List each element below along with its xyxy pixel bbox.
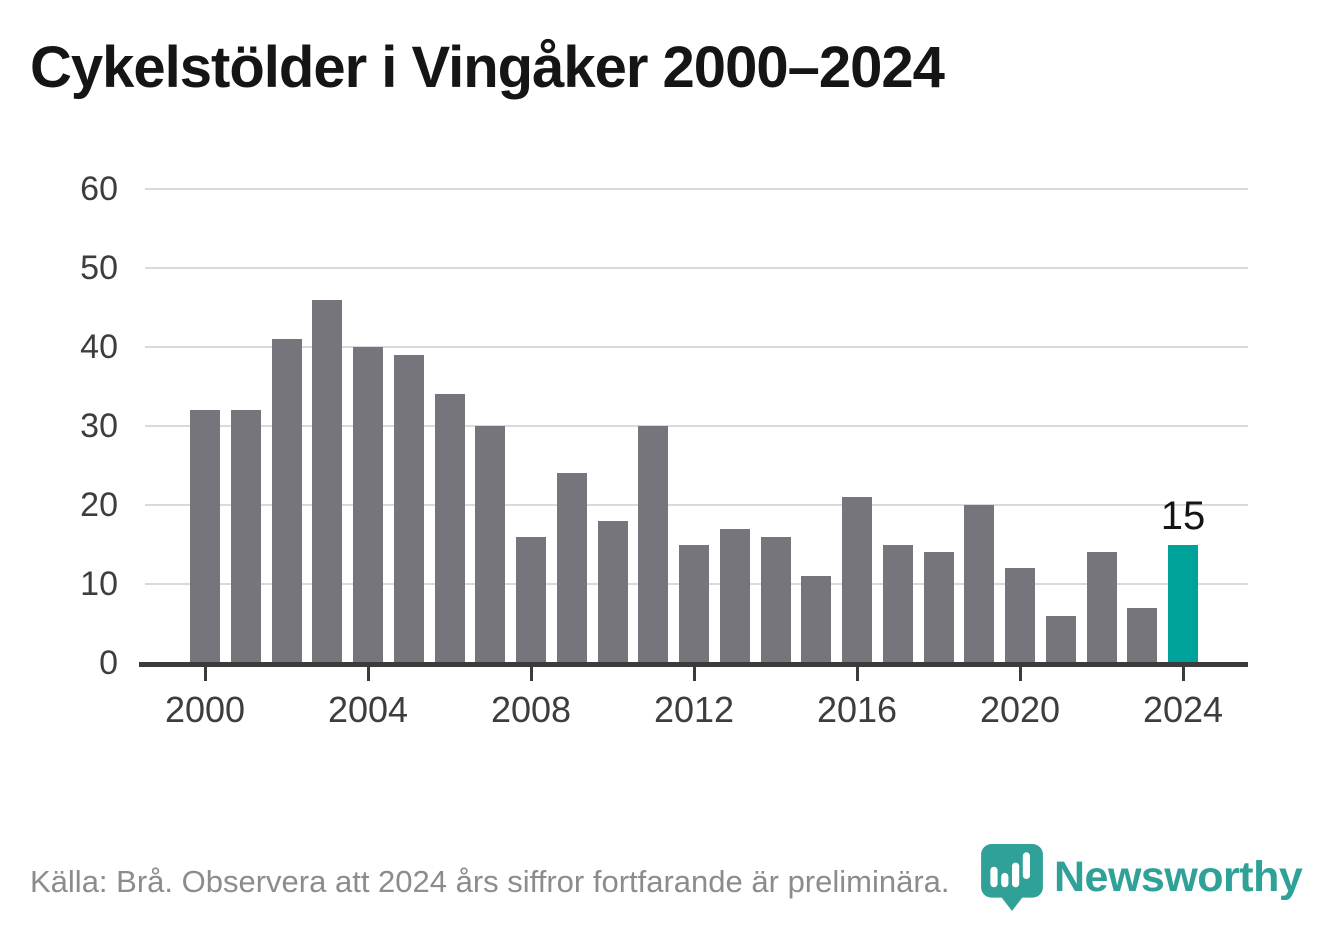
bar-2016: [842, 497, 872, 663]
x-tick-label-2016: 2016: [816, 689, 898, 730]
newsworthy-pin-icon: [981, 844, 1043, 911]
x-axis-line: [139, 662, 1248, 667]
bar-2022: [1086, 552, 1117, 663]
bar-2006: [434, 394, 465, 663]
bar-2012: [679, 544, 709, 663]
y-tick-label-0: 0: [99, 644, 118, 682]
y-tick-label-30: 30: [80, 407, 118, 445]
bar-2005: [393, 354, 424, 663]
newsworthy-brand: Newsworthy: [979, 842, 1303, 912]
bar-2000: [190, 410, 220, 663]
x-tick-label-2000: 2000: [164, 689, 246, 730]
x-tick-2024: [1181, 667, 1185, 681]
bar-2014: [760, 536, 791, 663]
highlight-value-label: 15: [1160, 493, 1206, 538]
bar-2019: [964, 505, 995, 663]
newsworthy-wordmark: Newsworthy: [1054, 852, 1303, 901]
x-tick-2004: [366, 667, 370, 681]
x-tick-2012: [692, 667, 696, 681]
bar-2002: [271, 339, 302, 663]
gridline-60: [145, 188, 1248, 190]
bar-2018: [923, 552, 954, 663]
bar-2003: [312, 299, 343, 663]
bar-2011: [638, 426, 669, 663]
bar-2001: [230, 410, 261, 663]
gridline-30: [145, 425, 1248, 427]
bar-2007: [475, 426, 506, 663]
bar-2024: [1168, 544, 1198, 663]
x-tick-2016: [855, 667, 859, 681]
x-tick-label-2004: 2004: [327, 689, 409, 730]
x-tick-label-2024: 2024: [1142, 689, 1224, 730]
bar-2020: [1005, 568, 1035, 663]
bar-2004: [353, 347, 383, 663]
bar-2010: [597, 520, 628, 663]
bar-2008: [516, 536, 546, 663]
bar-2009: [556, 473, 587, 663]
plot-area: 0 10 20 30 40 50 60 2000 2004 2008 2012 2016 2020 202…: [80, 172, 1248, 729]
gridline-20: [145, 504, 1248, 506]
x-tick-2000: [203, 667, 207, 681]
bar-2015: [801, 576, 832, 663]
bar-2017: [882, 544, 913, 663]
gridline-40: [145, 346, 1248, 348]
gridline-50: [145, 267, 1248, 269]
x-tick-2020: [1018, 667, 1022, 681]
bar-2013: [719, 528, 750, 663]
x-tick-2008: [529, 667, 533, 681]
bar-2023: [1127, 607, 1158, 663]
source-note: Källa: Brå. Observera att 2024 års siffr…: [30, 864, 950, 899]
x-tick-label-2012: 2012: [653, 689, 735, 730]
bar-2021: [1045, 615, 1076, 663]
x-tick-label-2020: 2020: [979, 689, 1061, 730]
y-tick-label-60: 60: [80, 170, 118, 208]
chart-title: Cykelstölder i Vingåker 2000–2024: [30, 35, 945, 100]
x-tick-label-2008: 2008: [490, 689, 572, 730]
y-tick-label-20: 20: [80, 486, 118, 524]
y-tick-label-10: 10: [80, 565, 118, 603]
y-tick-label-50: 50: [80, 249, 118, 287]
y-tick-label-40: 40: [80, 328, 118, 366]
